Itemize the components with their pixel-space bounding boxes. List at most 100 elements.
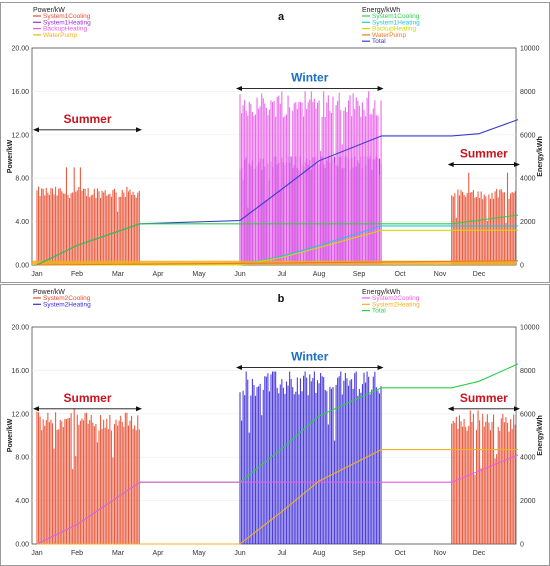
legend-label: BackupHeating: [43, 26, 87, 33]
season-label: Summer: [63, 391, 111, 405]
arrow-head-right: [136, 406, 142, 412]
arrow-head-right: [136, 127, 142, 133]
y-axis-title: Power/kW: [7, 139, 14, 173]
y2-tick-label: 2000: [520, 219, 536, 226]
y2-axis-title: Energy/kWh: [537, 415, 544, 455]
y2-tick-label: 2000: [520, 498, 536, 505]
y-tick-label: 8.00: [15, 455, 29, 462]
season-label-bg: [61, 391, 114, 405]
y-tick-label: 20.00: [11, 46, 29, 53]
panel-letter: b: [278, 293, 285, 305]
legend-label: System2Heating: [372, 301, 420, 308]
y2-axis-title: Energy/kWh: [537, 136, 544, 176]
x-tick-label: Feb: [71, 271, 83, 278]
legend-label: BackupHeating: [372, 26, 416, 33]
x-tick-label: Oct: [395, 550, 406, 557]
season-label-bg: [458, 391, 510, 405]
legend-label: System1Heating: [372, 19, 420, 26]
season-label-bg: [458, 147, 510, 161]
y-axis-title: Power/kW: [7, 418, 14, 452]
y-tick-label: 0.00: [15, 542, 29, 549]
panel-letter: a: [278, 11, 285, 23]
season-label: Winter: [291, 71, 329, 85]
power-bars: [36, 371, 516, 544]
y-tick-label: 0.00: [15, 263, 29, 270]
legend-label: System1Heating: [43, 19, 91, 26]
season-label-bg: [61, 112, 114, 126]
arrow-head-left: [33, 127, 39, 133]
left-unit-label: Power/kW: [33, 289, 65, 296]
y-tick-label: 4.00: [15, 219, 29, 226]
y2-tick-label: 4000: [520, 455, 536, 462]
y2-tick-label: 6000: [520, 411, 536, 418]
season-label: Summer: [460, 391, 508, 405]
y2-tick-label: 8000: [520, 89, 536, 96]
x-tick-label: Nov: [434, 550, 447, 557]
x-tick-label: Aug: [313, 271, 326, 278]
x-tick-label: Apr: [153, 550, 165, 557]
legend-label: WaterPump: [43, 32, 77, 39]
x-tick-label: Dec: [473, 271, 486, 278]
arrow-head-right: [514, 162, 520, 167]
x-tick-label: Jan: [31, 550, 42, 557]
x-tick-label: Jul: [278, 271, 287, 278]
y-tick-label: 16.00: [11, 368, 29, 375]
x-tick-label: Jan: [31, 271, 42, 278]
season-label-bg: [284, 350, 336, 364]
energy-line: [37, 229, 518, 266]
y-tick-label: 12.00: [11, 411, 29, 418]
x-tick-label: Nov: [434, 271, 447, 278]
energy-line: [36, 454, 519, 545]
y-tick-label: 4.00: [15, 498, 29, 505]
x-tick-label: Jun: [234, 550, 245, 557]
arrow-head-left: [236, 86, 242, 92]
arrow-head-left: [236, 365, 242, 371]
y2-tick-label: 4000: [520, 176, 536, 183]
legend-label: System1Cooling: [372, 13, 420, 20]
y2-tick-label: 10000: [520, 46, 540, 53]
y2-tick-label: 6000: [520, 132, 536, 139]
x-tick-label: Sep: [353, 550, 366, 557]
season-label: Summer: [63, 112, 111, 126]
arrow-head-right: [514, 406, 520, 412]
y-tick-label: 20.00: [11, 325, 29, 332]
x-tick-label: Dec: [473, 550, 486, 557]
x-tick-label: Aug: [313, 550, 326, 557]
left-unit-label: Power/kW: [33, 7, 65, 14]
y2-tick-label: 0: [520, 263, 524, 270]
legend-label: Total: [372, 308, 386, 315]
arrow-head-left: [447, 406, 454, 412]
x-tick-label: Feb: [71, 550, 83, 557]
legend-label: System2Heating: [43, 301, 91, 308]
x-tick-label: Jul: [278, 550, 287, 557]
y2-tick-label: 8000: [520, 368, 536, 375]
y-tick-label: 12.00: [11, 132, 29, 139]
x-tick-label: May: [192, 550, 206, 557]
arrow-head-right: [377, 365, 384, 371]
legend-label: System2Cooling: [372, 295, 420, 302]
x-tick-label: Mar: [112, 271, 125, 278]
x-tick-label: Jun: [234, 271, 245, 278]
arrow-head-right: [377, 86, 384, 92]
y2-tick-label: 0: [520, 542, 524, 549]
legend-label: Total: [372, 38, 386, 45]
x-tick-label: Mar: [112, 550, 125, 557]
energy-line: [36, 214, 519, 266]
y2-tick-label: 10000: [520, 325, 540, 332]
y-tick-label: 8.00: [15, 176, 29, 183]
x-tick-label: Apr: [153, 271, 165, 278]
energy-line: [36, 260, 519, 266]
x-tick-label: May: [192, 271, 206, 278]
legend-label: System2Cooling: [43, 295, 91, 302]
right-unit-label: Energy/kWh: [362, 289, 400, 296]
x-tick-label: Oct: [395, 271, 406, 278]
arrow-head-left: [447, 162, 454, 167]
y-tick-label: 16.00: [11, 89, 29, 96]
energy-line: [37, 449, 518, 545]
chart-panel-a: 0.00 4.00 8.00 12.00 16.00 20.00 0 2000 4000 6000…: [0, 2, 550, 283]
x-tick-label: Sep: [353, 271, 366, 278]
legend-label: System1Cooling: [43, 13, 91, 20]
season-label-bg: [284, 71, 336, 85]
right-unit-label: Energy/kWh: [362, 7, 400, 14]
